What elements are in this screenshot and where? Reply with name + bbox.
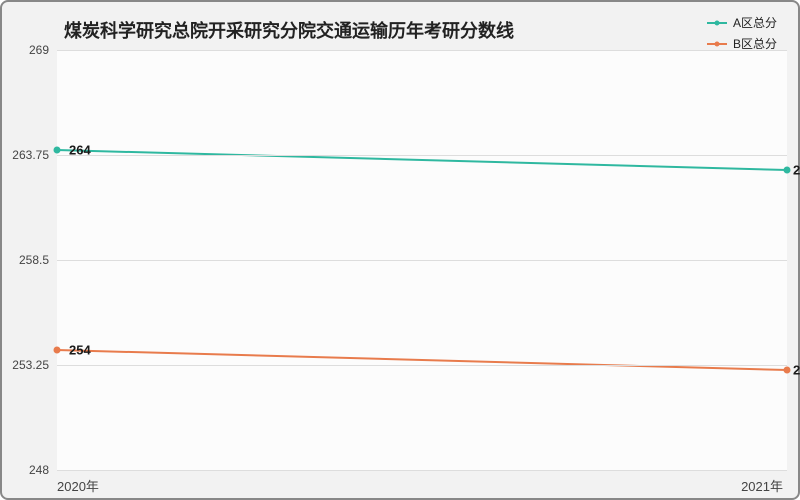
series-marker bbox=[54, 147, 61, 154]
series-marker bbox=[784, 367, 791, 374]
chart-container: 煤炭科学研究总院开采研究分院交通运输历年考研分数线 A区总分 B区总分 248 2… bbox=[0, 0, 800, 500]
legend: A区总分 B区总分 bbox=[707, 14, 777, 52]
chart-title: 煤炭科学研究总院开采研究分院交通运输历年考研分数线 bbox=[64, 17, 514, 43]
legend-label-a: A区总分 bbox=[733, 14, 777, 31]
x-tick-label: 2020年 bbox=[57, 476, 99, 495]
gridline-h bbox=[57, 260, 787, 261]
gridline-h bbox=[57, 365, 787, 366]
data-label: 263 bbox=[793, 163, 800, 178]
gridline-h bbox=[57, 50, 787, 51]
legend-marker-b bbox=[715, 41, 720, 46]
series-marker bbox=[784, 167, 791, 174]
x-tick-label: 2021年 bbox=[741, 476, 783, 495]
series-line bbox=[57, 350, 787, 370]
data-label: 253 bbox=[793, 363, 800, 378]
gridline-h bbox=[57, 470, 787, 471]
y-tick-label: 253.25 bbox=[4, 358, 49, 372]
y-tick-label: 258.5 bbox=[4, 253, 49, 267]
legend-swatch-a bbox=[707, 22, 727, 24]
legend-marker-a bbox=[715, 20, 720, 25]
legend-swatch-b bbox=[707, 43, 727, 45]
gridline-h bbox=[57, 155, 787, 156]
data-label: 264 bbox=[69, 143, 91, 158]
y-tick-label: 263.75 bbox=[4, 148, 49, 162]
plot-area bbox=[57, 50, 787, 470]
legend-item-a: A区总分 bbox=[707, 14, 777, 31]
y-tick-label: 248 bbox=[4, 463, 49, 477]
y-tick-label: 269 bbox=[4, 43, 49, 57]
series-marker bbox=[54, 347, 61, 354]
series-line bbox=[57, 150, 787, 170]
data-label: 254 bbox=[69, 343, 91, 358]
